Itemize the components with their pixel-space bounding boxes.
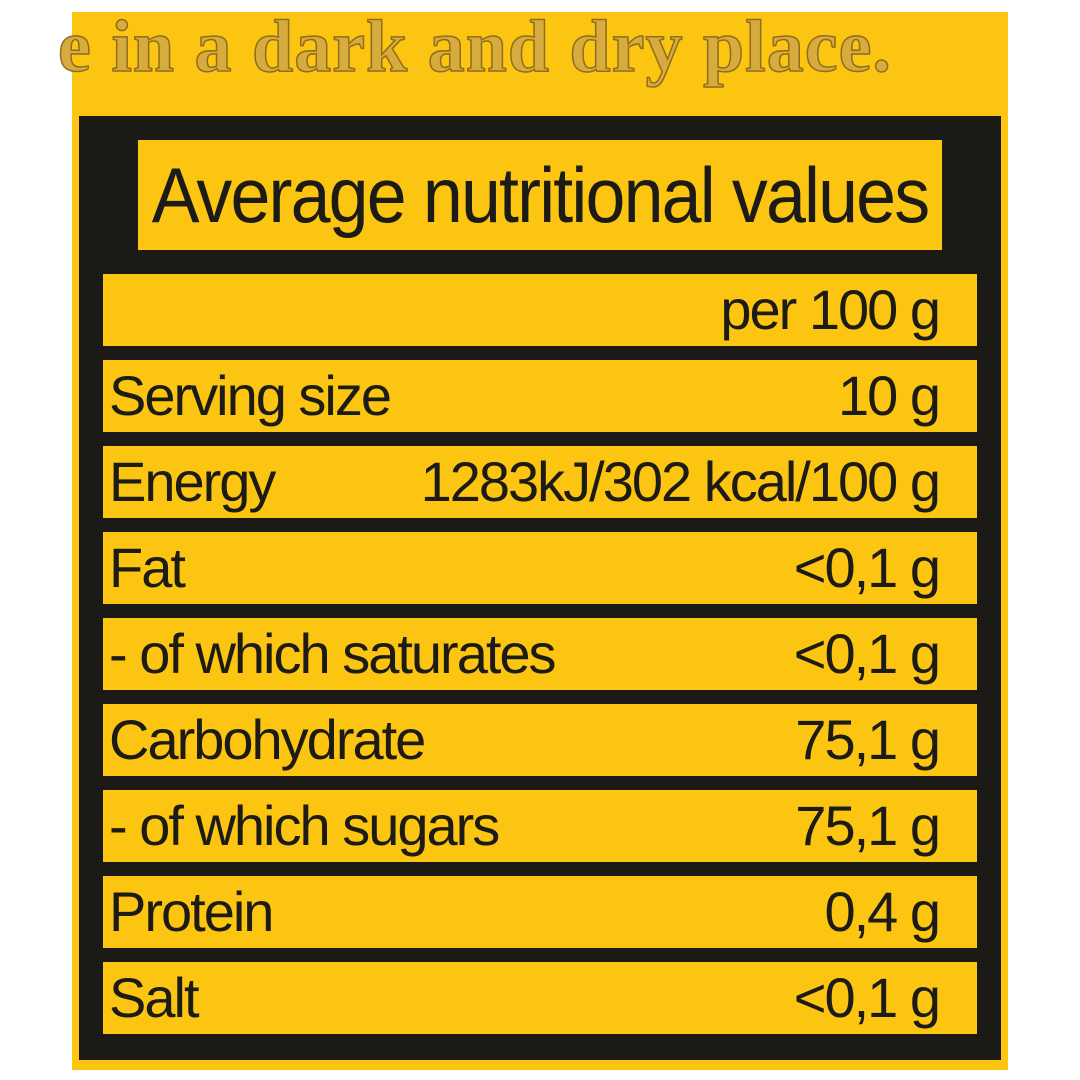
nutrient-name: Carbohydrate [109,708,426,771]
nutrient-value: <0,1 g [793,966,941,1029]
nutrient-value: <0,1 g [793,622,941,685]
nutrient-name: - of which saturates [109,622,557,685]
nutrient-name: Energy [109,450,276,513]
table-header-row: per 100 g [103,274,977,346]
nutrient-value: 0,4 g [824,880,941,943]
table-row: Protein 0,4 g [103,876,977,948]
nutrient-name: Salt [109,966,199,1029]
table-row: - of which saturates <0,1 g [103,618,977,690]
table-title: Average nutritional values [137,140,943,250]
nutrient-name: Serving size [109,364,392,427]
header-value: per 100 g [720,278,941,341]
nutrient-name: Fat [109,536,186,599]
nutrient-value: 75,1 g [795,794,941,857]
table-row: Fat <0,1 g [103,532,977,604]
table-row: Energy 1283kJ/302 kcal/100 g [103,446,977,518]
storage-instruction-text: e in a dark and dry place. [58,5,892,89]
table-row: Carbohydrate 75,1 g [103,704,977,776]
table-row: - of which sugars 75,1 g [103,790,977,862]
table-row: Serving size 10 g [103,360,977,432]
nutrient-value: 75,1 g [795,708,941,771]
nutrient-name: Protein [109,880,274,943]
nutrient-value: 10 g [838,364,941,427]
nutrient-value: <0,1 g [793,536,941,599]
nutrient-value: 1283kJ/302 kcal/100 g [420,450,941,513]
table-row: Salt <0,1 g [103,962,977,1034]
nutrition-table: Average nutritional values per 100 g Ser… [79,116,1001,1060]
nutrient-name: - of which sugars [109,794,500,857]
